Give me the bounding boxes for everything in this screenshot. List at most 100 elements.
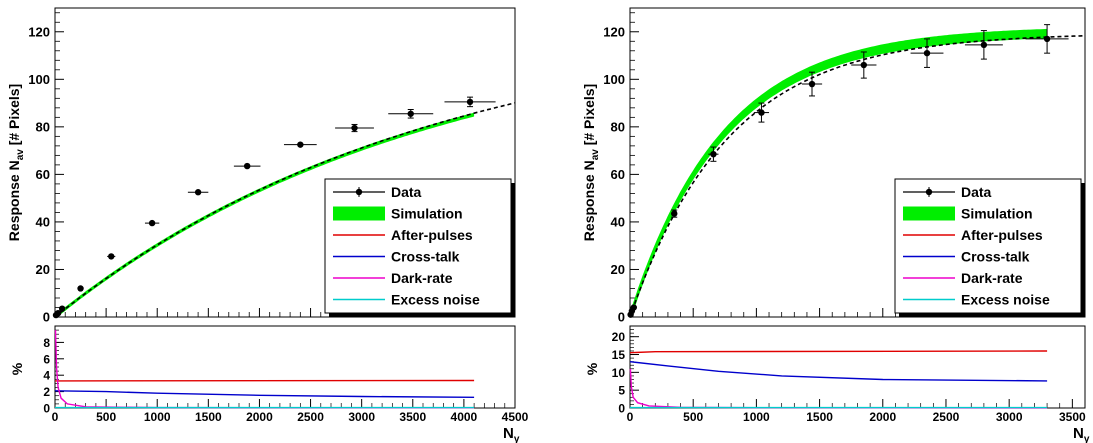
- data-point: [283, 141, 317, 148]
- x-tick-label: 2000: [869, 410, 896, 424]
- residual-y-tick-label: 4: [43, 369, 50, 383]
- cross-talk-line: [629, 361, 1048, 382]
- data-marker: [148, 219, 156, 227]
- legend-label: Cross-talk: [391, 249, 460, 265]
- data-marker: [630, 304, 637, 311]
- y-tick-label: 120: [603, 24, 625, 39]
- legend-label: Simulation: [961, 206, 1033, 222]
- legend-label: After-pulses: [391, 227, 473, 243]
- residual-y-tick-label: 15: [612, 348, 626, 362]
- legend-label: Cross-talk: [961, 249, 1030, 265]
- residual-y-tick-label: 2: [43, 385, 50, 399]
- y-axis-label: Response Nav [# Pixels]: [6, 84, 26, 241]
- x-tick-label: 3000: [348, 410, 375, 424]
- data-marker: [808, 80, 816, 88]
- legend-label: Excess noise: [391, 292, 480, 308]
- x-tick-label: 2500: [933, 410, 960, 424]
- legend-label: Data: [961, 184, 992, 200]
- data-point: [801, 71, 823, 97]
- residual-y-tick-label: 0: [618, 402, 625, 416]
- data-point: [708, 146, 719, 162]
- data-marker: [54, 309, 62, 317]
- data-point: [1025, 24, 1069, 54]
- data-marker: [710, 150, 717, 158]
- data-point: [107, 253, 116, 260]
- y-tick-label: 20: [611, 262, 625, 277]
- legend: Data Simulation After-pulses Cross-talk Dark…: [894, 178, 1085, 317]
- x-tick-label: 0: [627, 410, 634, 424]
- data-marker: [671, 210, 678, 217]
- data-marker: [860, 61, 868, 69]
- legend-label: Dark-rate: [961, 270, 1023, 286]
- legend-symbol: [903, 206, 955, 221]
- x-tick-label: 2000: [246, 410, 273, 424]
- data-point: [144, 219, 160, 227]
- data-point: [187, 189, 209, 196]
- residual-y-tick-label: 8: [43, 336, 50, 350]
- data-point: [444, 96, 496, 108]
- residual-y-tick-label: 10: [612, 366, 626, 380]
- data-point: [233, 162, 261, 170]
- legend-label: Excess noise: [961, 292, 1050, 308]
- legend-symbol: [355, 188, 363, 196]
- after-pulses-line: [629, 350, 1048, 354]
- data-point: [388, 108, 434, 119]
- x-tick-label: 4500: [502, 410, 529, 424]
- residual-y-tick-label: 20: [612, 330, 626, 344]
- x-tick-label: 1000: [743, 410, 770, 424]
- x-tick-label: 1500: [195, 410, 222, 424]
- legend-symbol: [925, 188, 933, 196]
- residual-frame: [54, 325, 516, 409]
- legend-box: [894, 178, 1082, 314]
- data-marker: [980, 41, 988, 49]
- x-tick-label: 1500: [806, 410, 833, 424]
- y-tick-label: 0: [43, 310, 50, 325]
- x-tick-label: 3500: [399, 410, 426, 424]
- data-point: [910, 38, 944, 68]
- data-marker: [77, 285, 84, 292]
- legend-box: [324, 178, 512, 314]
- y-tick-label: 0: [618, 310, 625, 325]
- x-axis-label: Nγ: [503, 425, 520, 443]
- data-marker: [194, 189, 202, 196]
- data-point: [77, 285, 84, 292]
- residual-y-tick-label: 6: [43, 352, 50, 366]
- legend: Data Simulation After-pulses Cross-talk Dark…: [324, 178, 515, 317]
- y-tick-label: 40: [36, 214, 50, 229]
- data-point: [851, 51, 877, 79]
- data-point: [58, 305, 66, 312]
- legend-label: Dark-rate: [391, 270, 453, 286]
- data-point: [54, 309, 62, 317]
- x-tick-label: 500: [96, 410, 116, 424]
- legend-label: Data: [391, 184, 422, 200]
- fit-curve: [629, 34, 1085, 318]
- data-marker: [351, 124, 358, 132]
- y-tick-label: 60: [611, 167, 625, 182]
- x-tick-label: 2500: [297, 410, 324, 424]
- y-axis-label: Response Nav [# Pixels]: [581, 84, 601, 241]
- data-marker: [923, 49, 931, 57]
- y-tick-label: 60: [36, 167, 50, 182]
- residual-frame: [629, 325, 1086, 409]
- data-point: [630, 304, 637, 311]
- x-tick-label: 3500: [1059, 410, 1086, 424]
- y-tick-label: 100: [603, 72, 625, 87]
- data-point: [335, 123, 374, 133]
- y-tick-label: 80: [611, 119, 625, 134]
- residual-y-tick-label: 5: [618, 384, 625, 398]
- data-marker: [758, 109, 765, 116]
- data-marker: [58, 305, 66, 312]
- legend-symbol: [333, 206, 385, 221]
- y-tick-label: 120: [28, 24, 50, 39]
- y-tick-label: 20: [36, 262, 50, 277]
- data-marker: [407, 110, 414, 117]
- data-point: [964, 30, 1003, 60]
- x-tick-label: 1000: [144, 410, 171, 424]
- x-tick-label: 4000: [451, 410, 478, 424]
- residual-y-tick-label: 0: [43, 402, 50, 416]
- x-tick-label: 500: [683, 410, 703, 424]
- data-point: [671, 209, 678, 218]
- data-marker: [108, 253, 115, 260]
- y-tick-label: 40: [611, 214, 625, 229]
